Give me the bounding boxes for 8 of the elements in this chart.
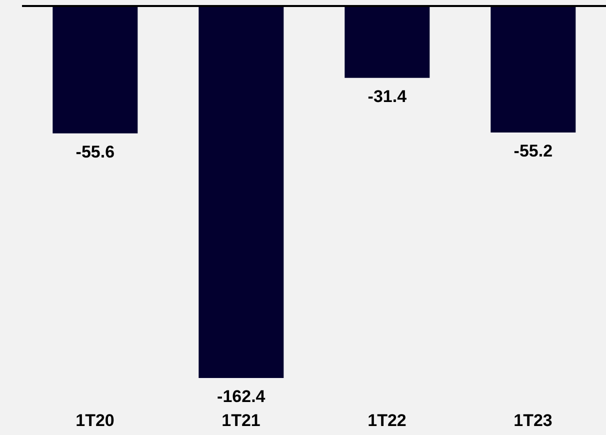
data-label: -31.4 [368, 86, 408, 106]
x-tick-label: 1T20 [76, 411, 114, 430]
data-label: -162.4 [217, 387, 266, 406]
x-tick-label: 1T21 [222, 411, 260, 430]
data-label: -55.6 [76, 142, 115, 162]
data-label: -55.2 [514, 141, 553, 160]
x-tick-label: 1T22 [368, 411, 406, 430]
x-tick-label: 1T23 [514, 411, 552, 430]
